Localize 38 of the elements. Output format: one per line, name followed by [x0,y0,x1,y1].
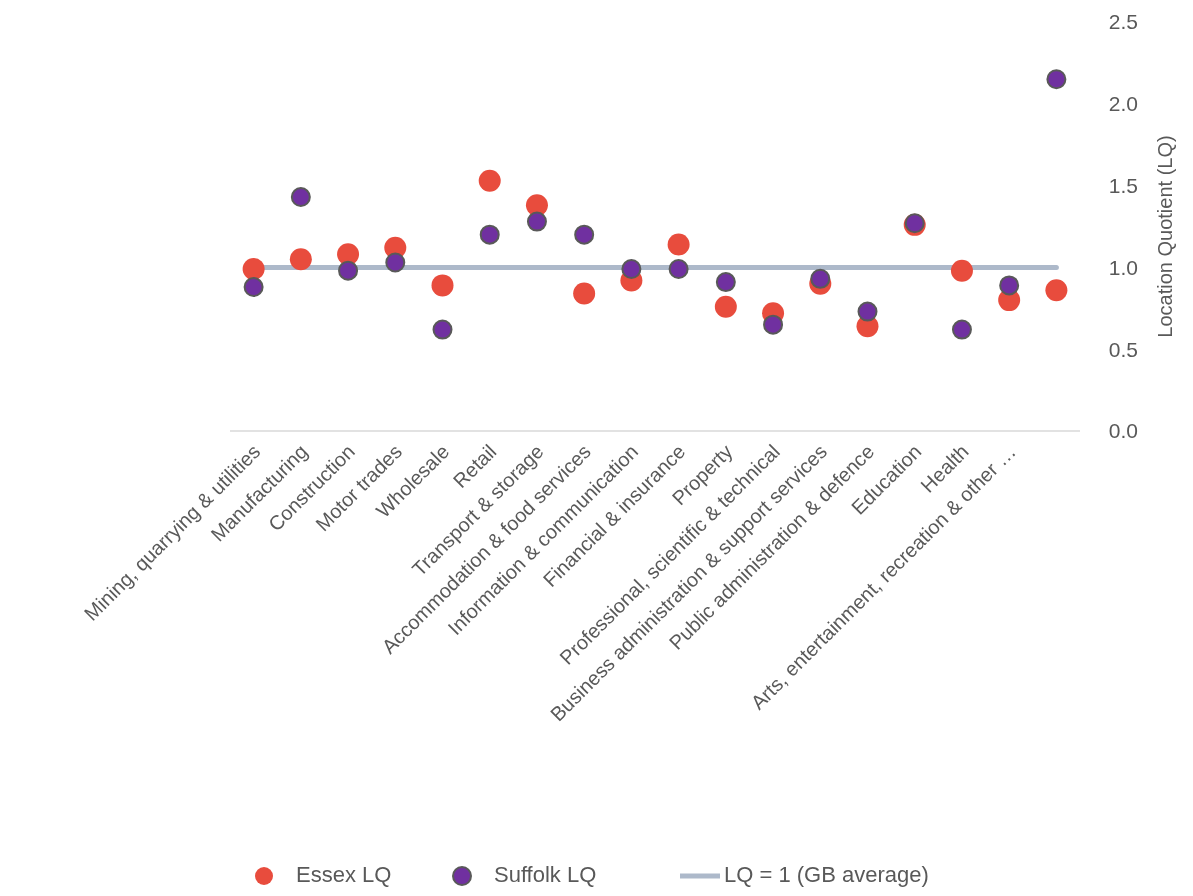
point [525,194,548,217]
point [243,277,264,298]
point [574,224,595,245]
legend-label: Suffolk LQ [494,862,597,887]
point [951,319,972,340]
point [337,243,360,266]
point [289,248,312,271]
point [1046,69,1067,90]
point [667,233,690,256]
point [999,275,1020,296]
point [478,169,501,192]
point [668,259,689,280]
y-tick-label: 0.5 [1108,337,1138,361]
legend-label: LQ = 1 (GB average) [724,862,929,887]
legend-label: Essex LQ [296,862,392,887]
point [714,295,737,318]
point [1045,279,1068,302]
point [857,301,878,322]
point [810,268,831,289]
point [621,259,642,280]
point [431,274,454,297]
point [950,259,973,282]
point [526,211,547,232]
point [242,258,265,281]
y-tick-label: 2.0 [1108,92,1138,116]
point [715,272,736,293]
y-tick-label: 1.5 [1108,173,1138,197]
y-tick-label: 2.5 [1108,10,1138,34]
y-axis-title: Location Quotient (LQ) [1154,135,1176,338]
point [432,319,453,340]
y-tick-label: 0.0 [1108,419,1138,443]
point [763,314,784,335]
point [479,224,500,245]
point [290,187,311,208]
y-tick-label: 1.0 [1108,255,1138,279]
point [573,282,596,305]
point [338,260,359,281]
point [385,252,406,273]
